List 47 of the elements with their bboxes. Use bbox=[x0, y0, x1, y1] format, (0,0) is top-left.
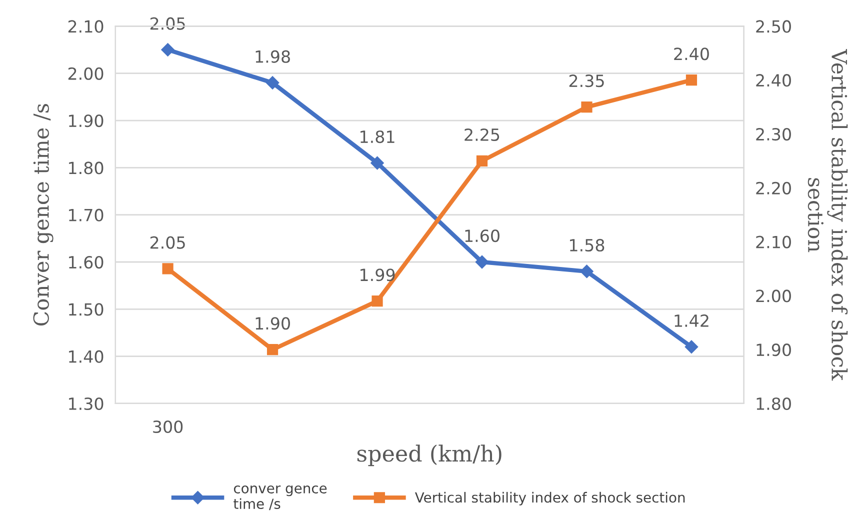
y-tick-label: 1.30 bbox=[69, 397, 104, 410]
data-label: 1.42 bbox=[674, 314, 708, 327]
y2-tick-label: 2.50 bbox=[756, 20, 791, 33]
y2-tick-label: 2.30 bbox=[756, 128, 791, 141]
point bbox=[475, 255, 489, 269]
y2-tick-label: 2.40 bbox=[756, 74, 791, 87]
point bbox=[161, 43, 174, 56]
data-label: 1.90 bbox=[256, 317, 290, 330]
point bbox=[581, 101, 592, 113]
y2-tick-label: 1.80 bbox=[756, 397, 791, 410]
y-tick-label: 1.60 bbox=[69, 256, 104, 269]
y2-axis-title: Vertical stability index of shock section bbox=[808, 48, 848, 381]
x-axis-title: speed (km/h) bbox=[357, 444, 502, 466]
legend-label: Vertical stability index of shock section bbox=[414, 492, 685, 506]
x-tick-label: 300 bbox=[153, 420, 183, 434]
point bbox=[372, 296, 383, 307]
y2-tick-label: 2.00 bbox=[756, 290, 791, 302]
y-tick-label: 2.10 bbox=[68, 20, 104, 33]
point bbox=[266, 76, 280, 90]
y-tick-label: 1.80 bbox=[69, 162, 104, 174]
point bbox=[686, 74, 698, 86]
point bbox=[370, 156, 384, 170]
y2-tick-label: 2.10 bbox=[756, 236, 791, 248]
point bbox=[266, 344, 278, 356]
y-tick-label: 1.40 bbox=[69, 350, 104, 363]
point bbox=[684, 340, 698, 354]
data-label: 2.35 bbox=[569, 74, 604, 88]
y-tick-label: 2.00 bbox=[68, 67, 104, 80]
point bbox=[580, 264, 594, 278]
legend-label: conver gence time /s bbox=[234, 485, 327, 510]
data-label: 2.05 bbox=[150, 17, 185, 30]
y-tick-label: 1.70 bbox=[69, 208, 104, 222]
y2-tick-label: 1.90 bbox=[756, 344, 791, 356]
data-label: 1.81 bbox=[360, 130, 394, 144]
y-tick-label: 1.90 bbox=[69, 114, 104, 128]
data-label: 1.58 bbox=[570, 238, 604, 252]
point bbox=[476, 155, 488, 166]
y2-tick-label: 2.20 bbox=[756, 182, 791, 194]
y-axis-title: Conver gence time /s bbox=[33, 104, 54, 326]
data-label: 2.25 bbox=[464, 128, 500, 142]
data-label: 2.40 bbox=[674, 48, 709, 60]
data-label: 1.99 bbox=[360, 268, 395, 282]
data-label: 1.98 bbox=[256, 50, 290, 63]
point bbox=[162, 263, 174, 274]
data-label: 1.60 bbox=[465, 229, 500, 242]
data-label: 2.05 bbox=[150, 236, 185, 249]
y-tick-label: 1.50 bbox=[69, 303, 104, 316]
